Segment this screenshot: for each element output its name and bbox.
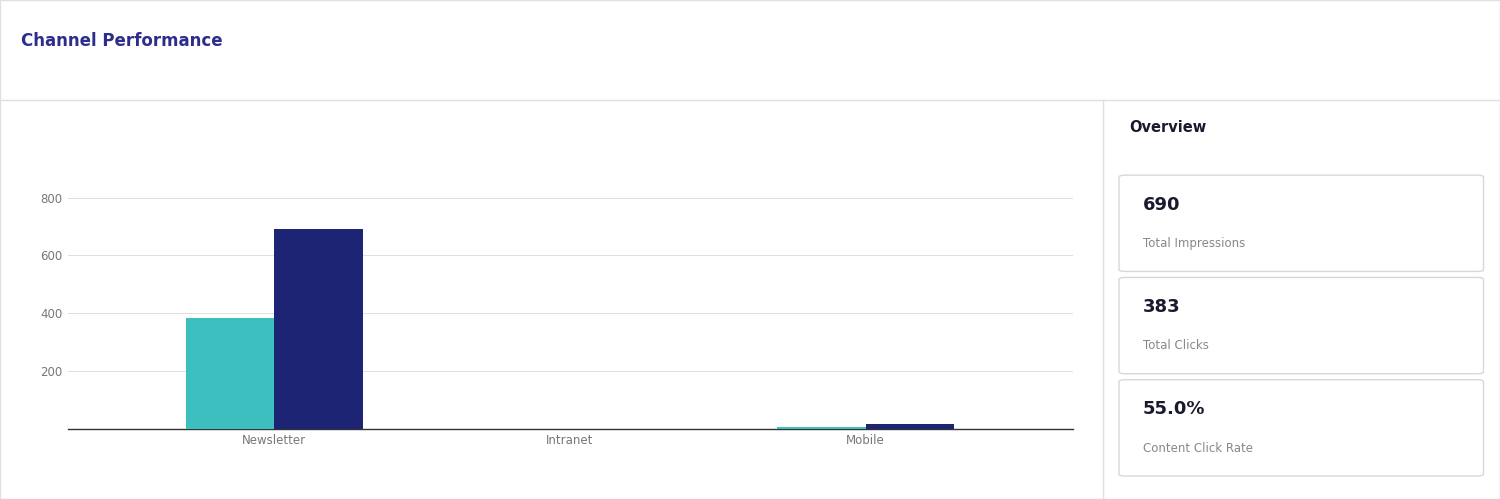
Bar (274, 230, 363, 429)
FancyBboxPatch shape (1119, 175, 1484, 271)
Text: Content Click Rate: Content Click Rate (1143, 442, 1252, 455)
FancyBboxPatch shape (1119, 380, 1484, 476)
FancyBboxPatch shape (1119, 277, 1484, 374)
Bar (865, 424, 954, 429)
Text: 690: 690 (1143, 196, 1180, 214)
Text: Overview: Overview (1130, 120, 1206, 135)
Text: Total Impressions: Total Impressions (1143, 237, 1245, 250)
Bar (777, 427, 865, 429)
Text: Total Clicks: Total Clicks (1143, 339, 1209, 352)
Bar (186, 318, 274, 429)
Text: 383: 383 (1143, 298, 1180, 316)
Text: 55.0%: 55.0% (1143, 400, 1206, 419)
Text: Channel Performance: Channel Performance (21, 32, 222, 50)
